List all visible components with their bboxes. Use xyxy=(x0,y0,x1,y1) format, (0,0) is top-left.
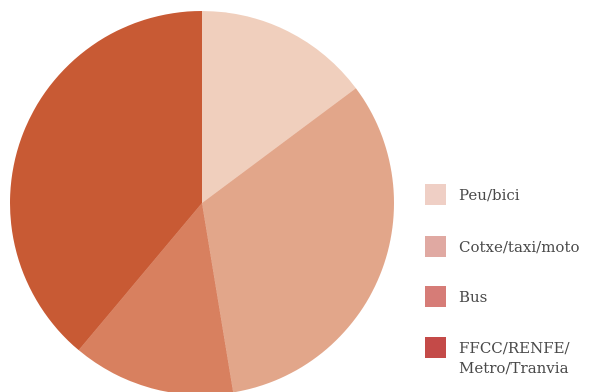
legend-swatch-ffcc-renfe-metro-tranvia xyxy=(425,337,446,358)
legend-swatch-peu-bici xyxy=(425,184,446,205)
legend-label-line: Cotxe/taxi/moto xyxy=(459,238,580,256)
legend-swatch-bus xyxy=(425,286,446,307)
legend: Peu/bici Cotxe/taxi/moto Bus FFCC/RENFE/Met… xyxy=(425,184,580,377)
legend-label-line: Bus xyxy=(459,288,487,306)
legend-label-ffcc-renfe-metro-tranvia: FFCC/RENFE/Metro/Tranvia xyxy=(459,339,571,377)
legend-label-line: Peu/bici xyxy=(459,186,520,204)
legend-swatch-cotxe-taxi-moto xyxy=(425,236,446,257)
pie-slice-peu-bici xyxy=(202,11,356,203)
pie-slice-cotxe-taxi-moto xyxy=(202,88,394,392)
legend-label-line: Metro/Tranvia xyxy=(459,359,569,377)
legend-label-line: FFCC/RENFE/ xyxy=(459,339,571,357)
pie-slices xyxy=(9,10,394,392)
legend-label-bus: Bus xyxy=(459,288,487,306)
pie-slice-bus xyxy=(78,203,234,392)
legend-label-peu-bici: Peu/bici xyxy=(459,186,520,204)
legend-label-cotxe-taxi-moto: Cotxe/taxi/moto xyxy=(459,238,580,256)
pie-slice-ffcc-renfe-metro-tranvia xyxy=(9,10,202,351)
